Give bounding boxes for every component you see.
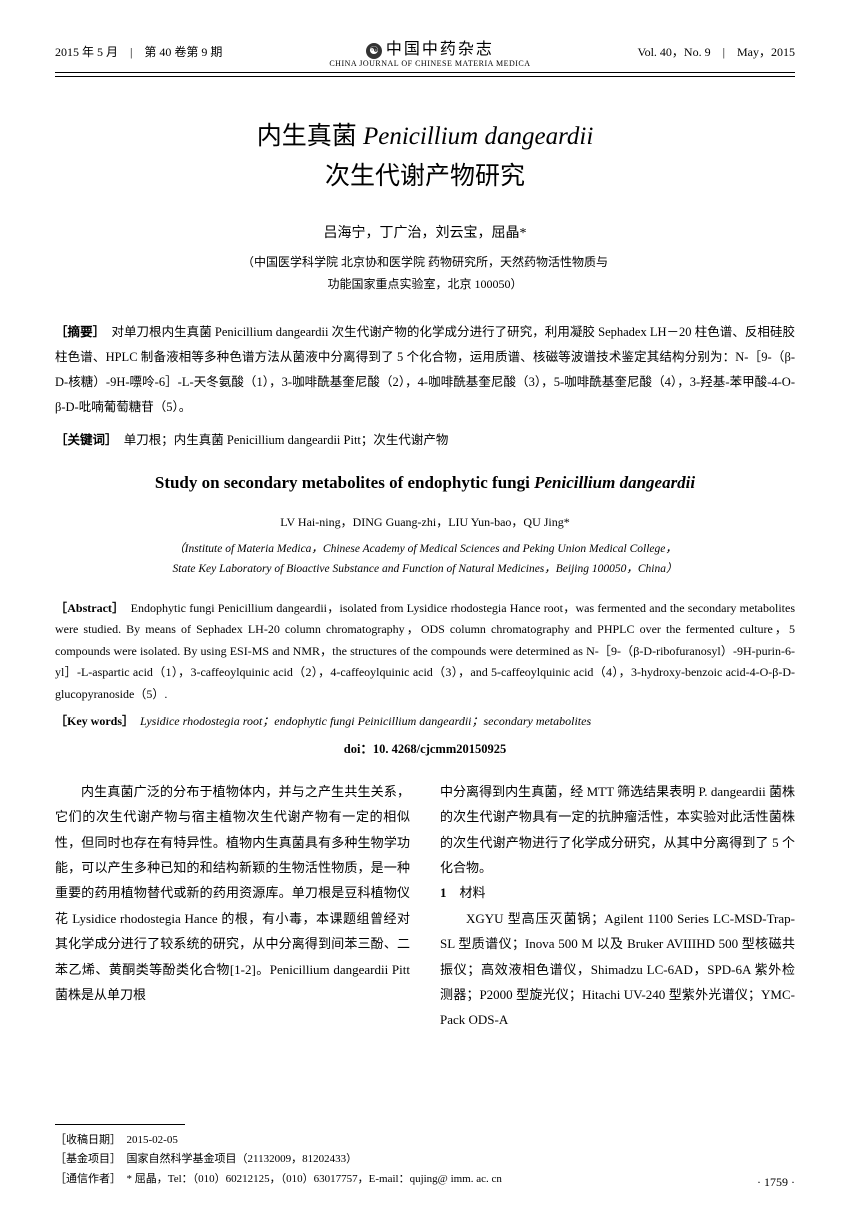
affil-en-line1: （Institute of Materia Medica，Chinese Aca… xyxy=(55,540,795,560)
article-title-en: Study on secondary metabolites of endoph… xyxy=(55,473,795,493)
doi: doi：10. 4268/cjcmm20150925 xyxy=(55,738,795,757)
fund-value: 国家自然科学基金项目（21132009，81202433） xyxy=(116,1153,358,1165)
affil-cn-line2: 功能国家重点实验室，北京 100050） xyxy=(55,274,795,296)
footer-block: ［收稿日期］ 2015-02-05 ［基金项目］ 国家自然科学基金项目（2113… xyxy=(55,1124,795,1190)
page-number: · 1759 · xyxy=(757,1175,795,1190)
affiliation-cn: （中国医学科学院 北京协和医学院 药物研究所，天然药物活性物质与 功能国家重点实… xyxy=(55,252,795,295)
yinyang-icon: ☯ xyxy=(366,43,382,59)
body-paragraph-1: 内生真菌广泛的分布于植物体内，并与之产生共生关系，它们的次生代谢产物与宿主植物次… xyxy=(55,779,410,1007)
header-rule xyxy=(55,76,795,77)
corresponding-author: ［通信作者］ * 屈晶，Tel：（010）60212125，（010）63017… xyxy=(55,1170,795,1190)
affil-cn-line1: （中国医学科学院 北京协和医学院 药物研究所，天然药物活性物质与 xyxy=(55,252,795,274)
authors-en: LV Hai-ning，DING Guang-zhi，LIU Yun-bao，Q… xyxy=(55,513,795,530)
abstract-en-text: Endophytic fungi Penicillium dangeardii，… xyxy=(55,601,795,701)
affiliation-en: （Institute of Materia Medica，Chinese Aca… xyxy=(55,540,795,579)
keywords-en-label: ［Key words］ xyxy=(55,714,128,728)
corr-label: ［通信作者］ xyxy=(55,1173,116,1185)
received-date: ［收稿日期］ 2015-02-05 xyxy=(55,1131,795,1151)
body-two-column: 内生真菌广泛的分布于植物体内，并与之产生共生关系，它们的次生代谢产物与宿主植物次… xyxy=(55,779,795,1032)
keywords-cn-label: ［关键词］ xyxy=(55,433,111,447)
keywords-en: ［Key words］ Lysidice rhodostegia root；en… xyxy=(55,711,795,733)
footer-rule xyxy=(55,1124,185,1125)
title-en-pre: Study on secondary metabolites of endoph… xyxy=(155,473,534,492)
abstract-cn: ［摘要］ 对单刀根内生真菌 Penicillium dangeardii 次生代… xyxy=(55,320,795,420)
title-en-latin: Penicillium dangeardii xyxy=(534,473,695,492)
body-p2-text: 中分离得到内生真菌，经 MTT 筛选结果表明 P. dangeardii 菌株的… xyxy=(440,784,795,875)
received-value: 2015-02-05 xyxy=(116,1134,178,1146)
journal-cn: 中国中药杂志 xyxy=(386,41,494,58)
fund-info: ［基金项目］ 国家自然科学基金项目（21132009，81202433） xyxy=(55,1150,795,1170)
journal-title-block: ☯中国中药杂志 CHINA JOURNAL OF CHINESE MATERIA… xyxy=(329,35,530,68)
page-header: 2015 年 5 月 | 第 40 卷第 9 期 ☯中国中药杂志 CHINA J… xyxy=(55,35,795,73)
abstract-cn-text: 对单刀根内生真菌 Penicillium dangeardii 次生代谢产物的化… xyxy=(55,325,795,414)
body-paragraph-3: XGYU 型高压灭菌锅；Agilent 1100 Series LC-MSD-T… xyxy=(440,906,795,1033)
authors-cn: 吕海宁，丁广治，刘云宝，屈晶* xyxy=(55,222,795,242)
fund-label: ［基金项目］ xyxy=(55,1153,116,1165)
keywords-cn: ［关键词］ 单刀根；内生真菌 Penicillium dangeardii Pi… xyxy=(55,428,795,453)
title-cn-latin: Penicillium dangeardii xyxy=(363,123,593,150)
section-1-heading: 1 材料 xyxy=(440,880,795,905)
title-cn-part1: 内生真菌 xyxy=(257,123,363,150)
abstract-cn-label: ［摘要］ xyxy=(55,325,99,339)
abstract-en: ［Abstract］ Endophytic fungi Penicillium … xyxy=(55,598,795,706)
body-paragraph-2: 中分离得到内生真菌，经 MTT 筛选结果表明 P. dangeardii 菌株的… xyxy=(440,779,795,880)
corr-value: * 屈晶，Tel：（010）60212125，（010）63017757，E-m… xyxy=(116,1173,502,1185)
section-title: 材料 xyxy=(447,885,486,900)
affil-en-line2: State Key Laboratory of Bioactive Substa… xyxy=(55,560,795,580)
column-left: 内生真菌广泛的分布于植物体内，并与之产生共生关系，它们的次生代谢产物与宿主植物次… xyxy=(55,779,410,1032)
abstract-en-label: ［Abstract］ xyxy=(55,601,118,615)
journal-en: CHINA JOURNAL OF CHINESE MATERIA MEDICA xyxy=(329,59,530,68)
header-left: 2015 年 5 月 | 第 40 卷第 9 期 xyxy=(55,43,222,60)
keywords-cn-text: 单刀根；内生真菌 Penicillium dangeardii Pitt；次生代… xyxy=(111,433,448,447)
received-label: ［收稿日期］ xyxy=(55,1134,116,1146)
keywords-en-text: Lysidice rhodostegia root；endophytic fun… xyxy=(128,714,591,728)
column-right: 中分离得到内生真菌，经 MTT 筛选结果表明 P. dangeardii 菌株的… xyxy=(440,779,795,1032)
title-cn-part2: 次生代谢产物研究 xyxy=(325,163,525,190)
article-title-cn: 内生真菌 Penicillium dangeardii 次生代谢产物研究 xyxy=(55,117,795,197)
header-right: Vol. 40，No. 9 | May，2015 xyxy=(637,43,795,60)
